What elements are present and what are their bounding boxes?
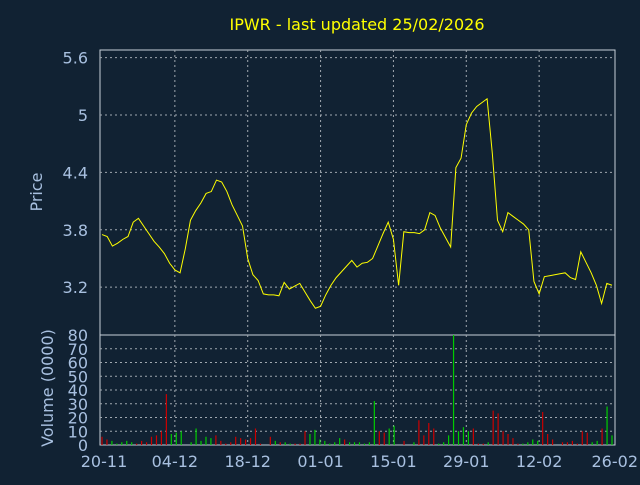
- volume-y-tick-label: 50: [68, 367, 88, 386]
- x-tick-label: 01-01: [297, 452, 344, 471]
- price-y-tick-labels: 3.2 3.8 4.4 5 5.6: [63, 49, 88, 298]
- price-grid: [100, 50, 615, 335]
- x-tick-label: 12-02: [516, 452, 563, 471]
- x-tick-label: 29-01: [443, 452, 490, 471]
- price-plot-frame: [99, 49, 616, 336]
- x-tick-label: 26-02: [592, 452, 639, 471]
- volume-grid: [100, 335, 615, 445]
- volume-y-tick-label: 60: [68, 354, 88, 373]
- volume-y-tick-label: 20: [68, 409, 88, 428]
- volume-y-tick-label: 0: [78, 436, 88, 455]
- chart-title: IPWR - last updated 25/02/2026: [229, 15, 484, 34]
- price-y-tick-label: 3.2: [63, 278, 88, 297]
- price-y-tick-label: 4.4: [63, 163, 88, 182]
- x-tick-label: 18-12: [224, 452, 271, 471]
- volume-y-tick-label: 80: [68, 326, 88, 345]
- price-y-tick-label: 3.8: [63, 221, 88, 240]
- volume-plot-frame: [99, 334, 616, 446]
- x-tick-labels: 20-11 04-12 18-12 01-01 15-01 29-01 12-02 26-02: [81, 452, 638, 471]
- price-y-tick-label: 5: [78, 106, 88, 125]
- x-tick-label: 04-12: [152, 452, 199, 471]
- volume-y-tick-label: 30: [68, 395, 88, 414]
- x-tick-label: 15-01: [370, 452, 417, 471]
- volume-y-tick-label: 10: [68, 422, 88, 441]
- price-y-tick-label: 5.6: [63, 49, 88, 68]
- price-series: [101, 97, 613, 309]
- x-tick-label: 20-11: [81, 452, 128, 471]
- volume-y-tick-label: 40: [68, 381, 88, 400]
- price-line: [101, 97, 613, 309]
- volume-axis-label: Volume (0000): [38, 329, 57, 447]
- volume-bars: [101, 335, 613, 445]
- price-axis-label: Price: [27, 172, 46, 211]
- volume-y-tick-label: 70: [68, 340, 88, 359]
